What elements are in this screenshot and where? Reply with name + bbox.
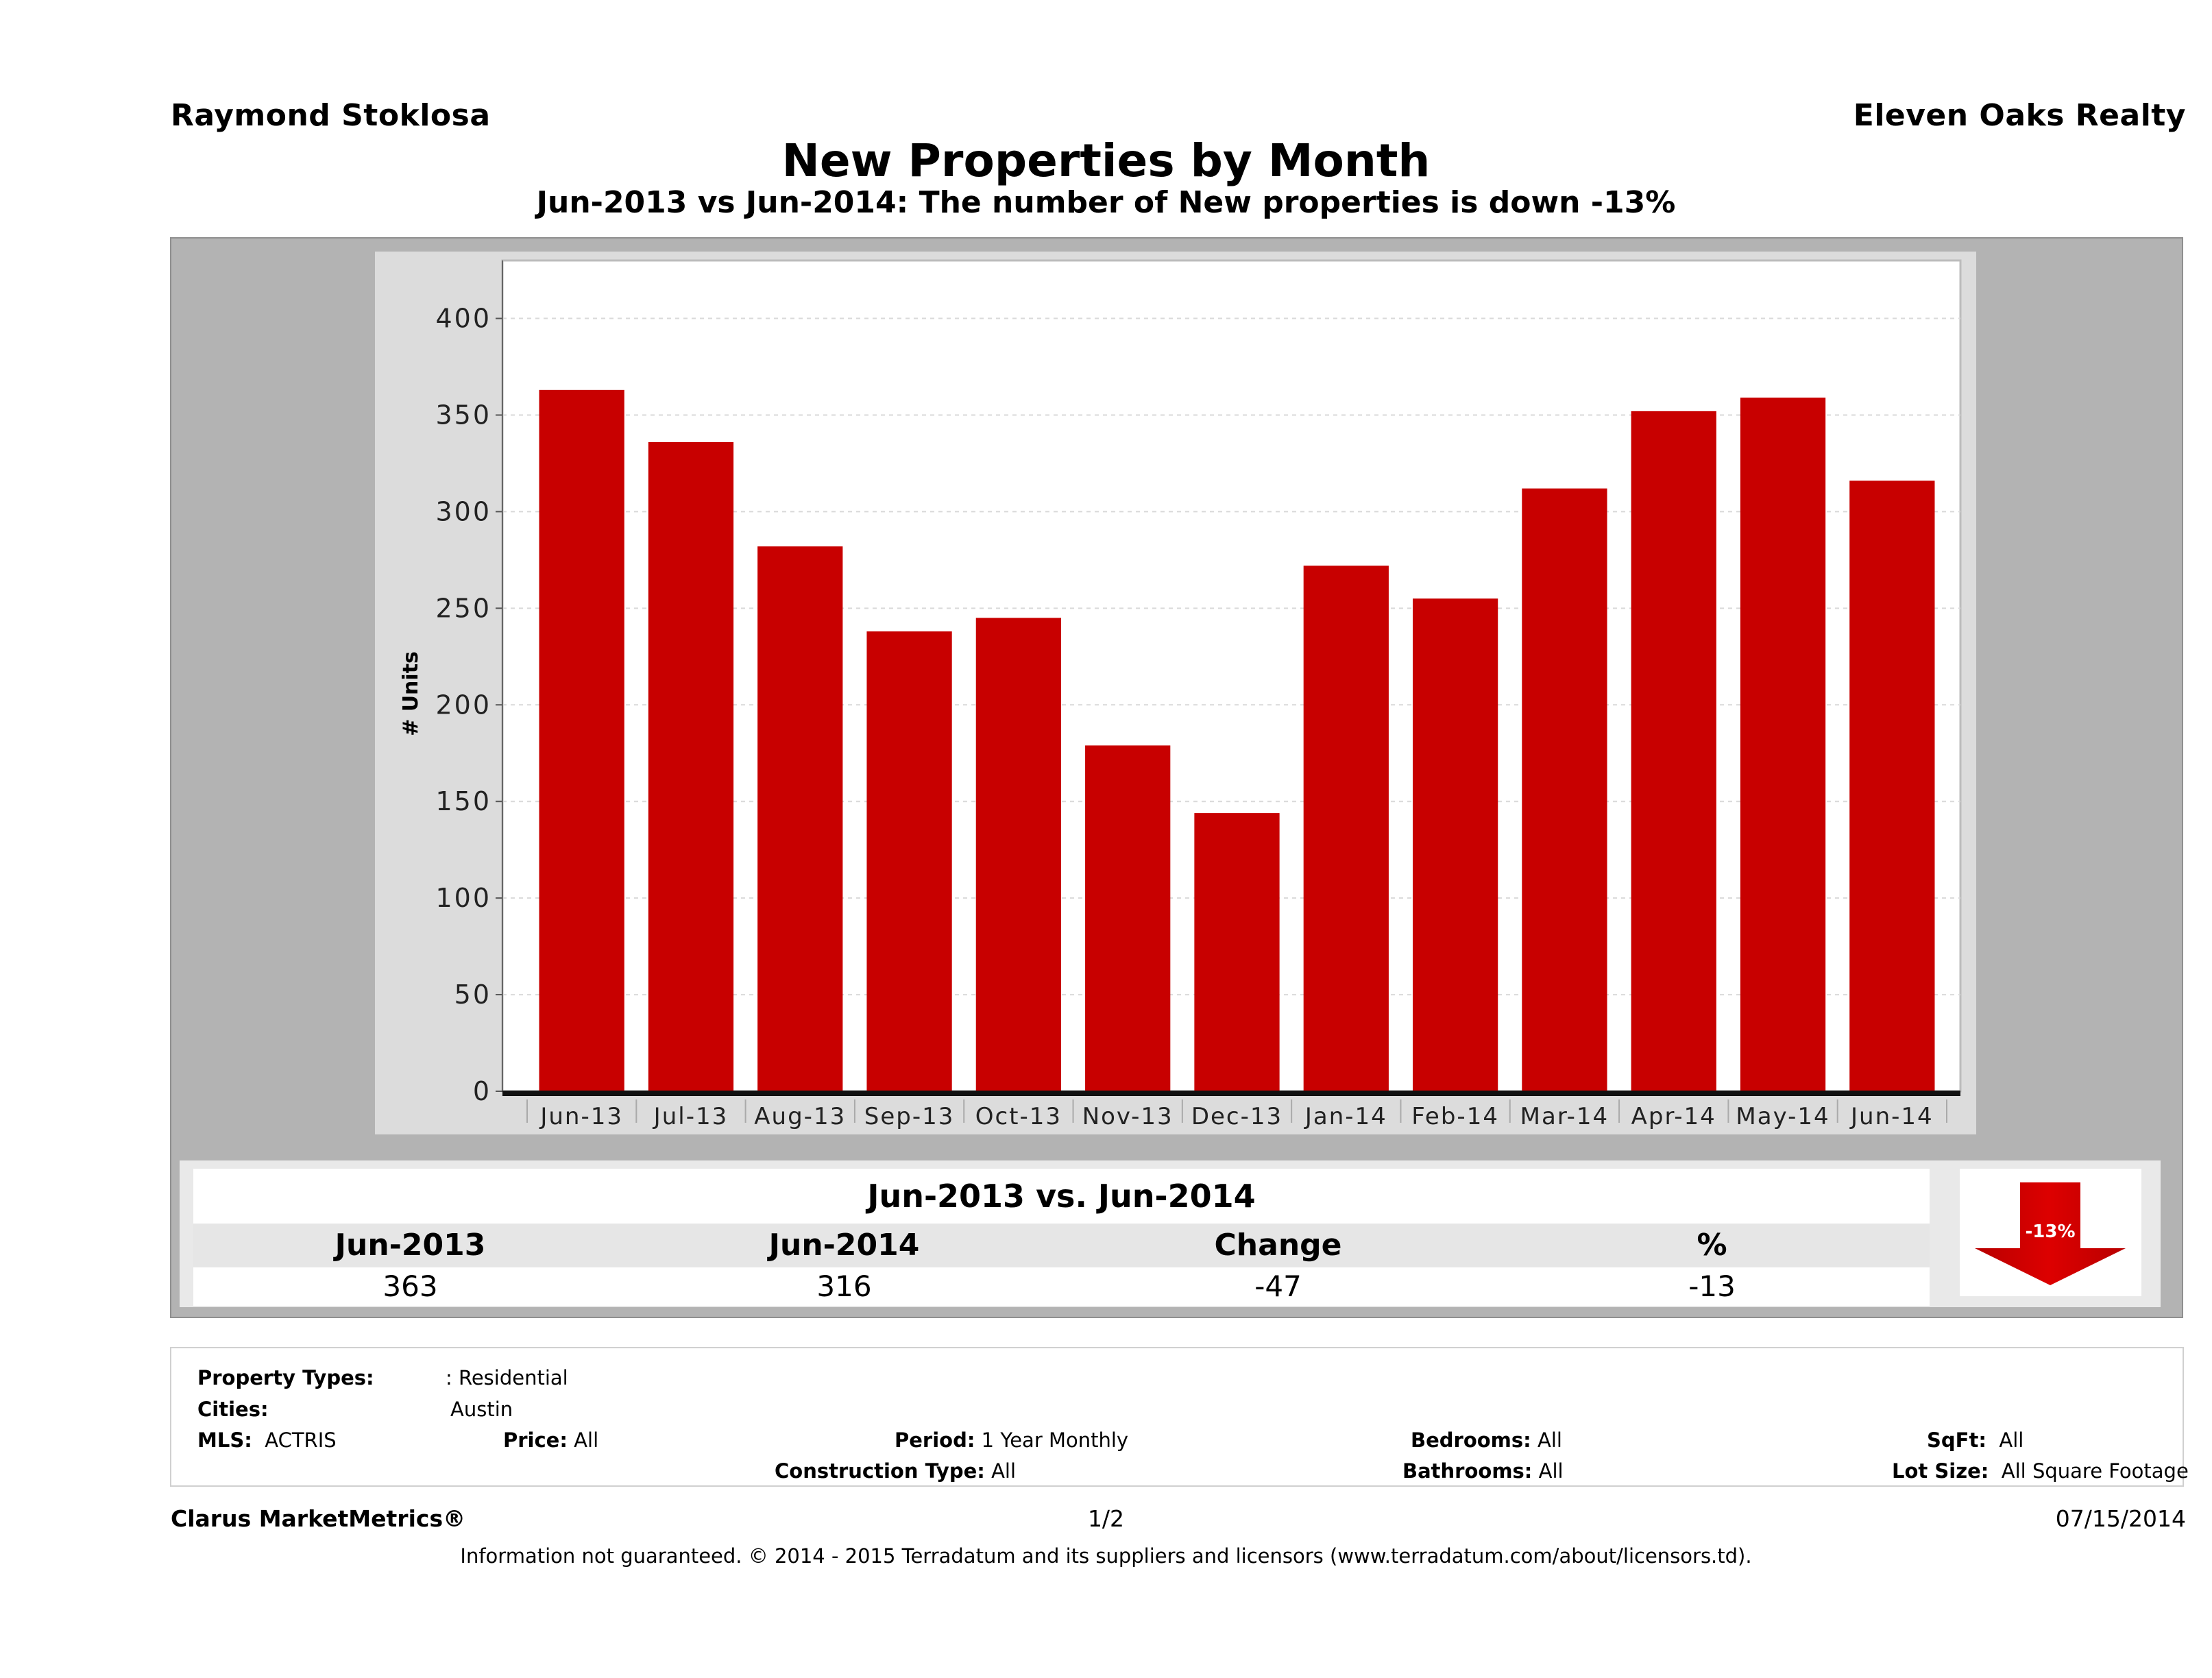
y-tick-label: 100	[435, 883, 491, 913]
criteria-property-types: Property Types:	[197, 1366, 374, 1389]
bar-sep-13	[866, 631, 952, 1091]
page-number: 1/2	[1087, 1505, 1125, 1532]
criteria-property-types-value: : Residential	[446, 1366, 568, 1389]
bar-jun-14	[1849, 481, 1935, 1091]
x-tick-label: Mar-14	[1520, 1103, 1609, 1130]
x-tick-label: Apr-14	[1631, 1103, 1716, 1130]
y-axis-label: # Units	[399, 651, 423, 736]
y-tick-label: 0	[473, 1076, 491, 1106]
bar-jan-14	[1303, 566, 1389, 1091]
change-indicator: -13%	[1960, 1169, 2141, 1296]
value-change: -47	[1254, 1269, 1302, 1303]
footer-brand: Clarus MarketMetrics®	[171, 1505, 466, 1532]
x-tick-label: Jul-13	[653, 1103, 729, 1130]
bar-dec-13	[1194, 813, 1280, 1091]
x-tick-label: Oct-13	[975, 1103, 1062, 1130]
header-percent: %	[1697, 1228, 1727, 1263]
y-tick-label: 350	[435, 400, 491, 430]
value-jun-2013: 363	[382, 1269, 438, 1303]
bar-mar-14	[1522, 488, 1607, 1091]
criteria-construction-type: Construction Type: All	[775, 1459, 1017, 1483]
y-tick-label: 250	[435, 593, 491, 623]
criteria-mls: MLS: ACTRIS	[197, 1428, 337, 1452]
comparison-value-row: 363 316 -47 -13	[193, 1267, 1930, 1306]
comparison-title: Jun-2013 vs. Jun-2014	[193, 1169, 1930, 1224]
criteria-price: Price: All	[503, 1428, 599, 1452]
report-date: 07/15/2014	[2055, 1505, 2186, 1532]
report-subtitle: Jun-2013 vs Jun-2014: The number of New …	[536, 185, 1676, 220]
bar-oct-13	[975, 618, 1062, 1091]
down-arrow-icon: -13%	[1975, 1182, 2126, 1285]
bar-jun-13	[539, 389, 624, 1091]
brokerage-name: Eleven Oaks Realty	[1853, 98, 2186, 133]
header-change: Change	[1214, 1228, 1342, 1263]
criteria-lot-size: Lot Size: All Square Footage	[1892, 1459, 2189, 1483]
bar-may-14	[1740, 398, 1826, 1091]
x-tick-label: Jan-14	[1304, 1103, 1387, 1130]
criteria-period: Period: 1 Year Monthly	[895, 1428, 1129, 1452]
search-criteria: Property Types: : Residential Cities: Au…	[170, 1347, 2189, 1487]
comparison-panel: Jun-2013 vs. Jun-2014 Jun-2013 Jun-2014 …	[180, 1160, 2161, 1307]
bar-feb-14	[1412, 598, 1498, 1091]
x-tick-label: Dec-13	[1191, 1103, 1283, 1130]
bar-aug-13	[757, 546, 843, 1091]
bar-chart: 0 50 100 150 200 250 300 350 400 Jun-13 Jul-13 Aug-…	[399, 259, 1962, 1130]
x-tick-label: Jun-14	[1849, 1103, 1934, 1130]
header-jun-2014: Jun-2014	[768, 1228, 920, 1263]
y-tick-label: 150	[435, 786, 491, 816]
x-tick-label: Jun-13	[539, 1103, 623, 1130]
report-title: New Properties by Month	[781, 134, 1431, 187]
x-tick-label: Feb-14	[1411, 1103, 1499, 1130]
y-tick-label: 300	[435, 496, 491, 526]
criteria-bedrooms: Bedrooms: All	[1411, 1428, 1562, 1452]
x-tick-label: Aug-13	[754, 1103, 846, 1130]
x-tick-label: Sep-13	[864, 1103, 955, 1130]
change-badge: -13%	[2025, 1221, 2075, 1242]
bar-apr-14	[1631, 411, 1716, 1091]
disclaimer: Information not guaranteed. © 2014 - 201…	[460, 1544, 1752, 1568]
criteria-cities-value: Austin	[450, 1398, 513, 1421]
y-tick-label: 50	[454, 980, 491, 1010]
header-jun-2013: Jun-2013	[335, 1228, 486, 1263]
bar-jul-13	[648, 441, 734, 1091]
x-tick-label: Nov-13	[1082, 1103, 1174, 1130]
criteria-cities: Cities:	[197, 1398, 269, 1421]
bar-nov-13	[1085, 745, 1171, 1091]
value-percent: -13	[1688, 1269, 1736, 1303]
comparison-header-row: Jun-2013 Jun-2014 Change %	[193, 1224, 1930, 1267]
y-tick-label: 200	[435, 690, 491, 720]
criteria-bathrooms: Bathrooms: All	[1402, 1459, 1564, 1483]
criteria-sqft: SqFt: All	[1927, 1428, 2024, 1452]
y-tick-label: 400	[435, 304, 491, 334]
agent-name: Raymond Stoklosa	[171, 98, 491, 133]
x-tick-label: May-14	[1736, 1103, 1830, 1130]
value-jun-2014: 316	[816, 1269, 872, 1303]
